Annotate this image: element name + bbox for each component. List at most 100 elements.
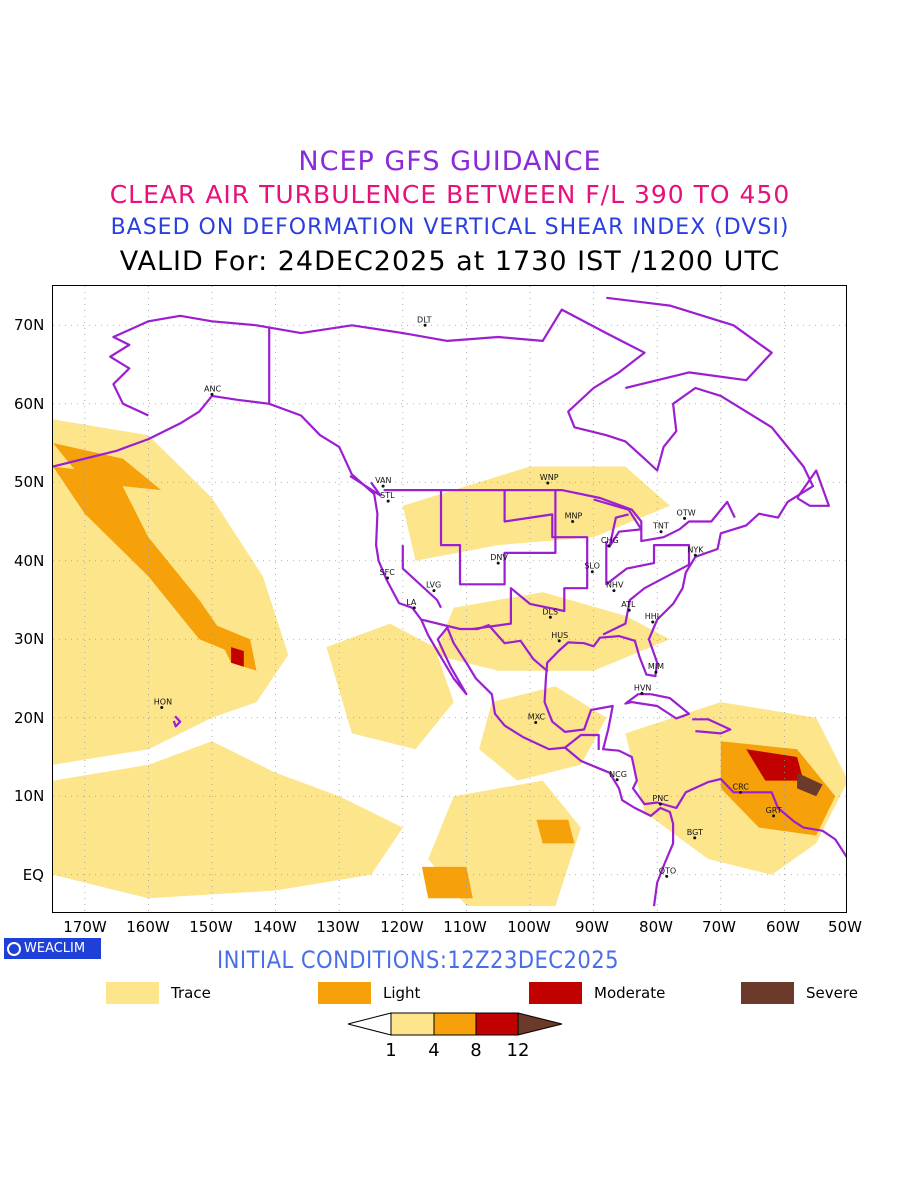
city-label-mim: MIM — [648, 662, 664, 671]
turbulence-fields — [53, 419, 846, 907]
city-label-chg: CHG — [601, 536, 619, 545]
lon-label-110w: 110W — [443, 918, 487, 936]
lon-label-70w: 70W — [702, 918, 736, 936]
city-label-ncg: NCG — [609, 770, 627, 779]
lon-label-50w: 50W — [828, 918, 862, 936]
city-dot-atl — [627, 608, 631, 612]
city-dot-hhi — [651, 620, 655, 624]
city-dot-nyk — [693, 553, 697, 557]
city-label-van: VAN — [375, 476, 391, 485]
city-label-atl: ATL — [621, 600, 636, 609]
border-mexico-guatemala — [564, 733, 600, 750]
city-dot-dnv — [496, 561, 500, 565]
legend-swatch-severe — [741, 982, 794, 1004]
city-label-mxc: MXC — [528, 712, 546, 721]
city-dot-la — [412, 606, 416, 610]
colorbar-light — [433, 1012, 477, 1036]
coast-pacific — [53, 394, 675, 907]
light-region-eq-pacific — [536, 819, 575, 844]
city-dot-dlt — [423, 323, 427, 327]
trace-region-central-pacific — [53, 741, 403, 899]
coast-newfoundland — [796, 469, 830, 507]
colorbar-level-1: 1 — [385, 1040, 397, 1061]
light-region-pacific-jet — [53, 466, 238, 655]
city-label-lvg: LVG — [426, 581, 441, 590]
weaclim-badge: WEACLIM — [4, 938, 101, 959]
title-line1: NCEP GFS GUIDANCE — [298, 146, 602, 177]
city-label-wnp: WNP — [540, 473, 559, 482]
lat-label-50n: 50N — [14, 473, 45, 491]
border-us-canada — [383, 489, 736, 543]
city-label-hhi: HHI — [645, 612, 659, 621]
city-label-mnp: MNP — [565, 512, 583, 521]
city-dot-pnc — [658, 802, 662, 806]
city-label-la: LA — [406, 598, 417, 607]
coast-atlantic — [109, 308, 846, 858]
city-dot-otw — [683, 516, 687, 520]
weaclim-label: WEACLIM — [24, 941, 86, 956]
lat-label-30n: 30N — [14, 630, 45, 648]
map-canvas: DLT ANC VAN STL WNP MNP OTW TNT CHG NYK SFC LVG DNV S… — [53, 286, 846, 912]
coastlines — [53, 296, 846, 907]
lon-label-170w: 170W — [63, 918, 107, 936]
lon-label-120w: 120W — [380, 918, 424, 936]
city-label-crc: CRC — [733, 782, 750, 791]
city-dot-anc — [210, 392, 214, 396]
city-dot-van — [381, 484, 385, 488]
light-region-pacific-core — [212, 623, 257, 671]
city-dot-wnp — [546, 481, 550, 485]
lat-label-10n: 10N — [14, 787, 45, 805]
legend-label-trace: Trace — [171, 984, 211, 1002]
colorbar-moderate — [475, 1012, 519, 1036]
legend-swatch-trace — [106, 982, 159, 1004]
city-label-grt: GRT — [766, 806, 782, 815]
coast-hawaii — [172, 715, 182, 728]
colorbar — [347, 1012, 563, 1036]
lat-label-40n: 40N — [14, 552, 45, 570]
state-lines-nevada — [401, 545, 442, 609]
coast-cuba — [624, 693, 691, 720]
city-label-hvn: HVN — [634, 683, 651, 692]
city-dot-qto — [665, 874, 669, 878]
city-markers: DLT ANC VAN STL WNP MNP OTW TNT CHG NYK SFC LVG DNV S… — [154, 315, 782, 878]
coast-great-lakes — [593, 498, 643, 548]
legend-label-light: Light — [383, 984, 421, 1002]
lat-label-60n: 60N — [14, 395, 45, 413]
lon-label-130w: 130W — [316, 918, 360, 936]
city-label-slo: SLO — [584, 562, 600, 571]
graticule — [53, 286, 846, 912]
title-line2: CLEAR AIR TURBULENCE BETWEEN F/L 390 TO … — [109, 180, 791, 209]
colorbar-trace — [390, 1012, 435, 1036]
colorbar-level-12: 12 — [506, 1040, 530, 1061]
city-label-pnc: PNC — [652, 794, 669, 803]
trace-region-northern-plains — [402, 466, 670, 561]
city-dot-crc — [739, 790, 743, 794]
trace-region-mexico — [479, 686, 607, 781]
city-label-otw: OTW — [677, 508, 696, 517]
legend-label-moderate: Moderate — [594, 984, 666, 1002]
state-lines-east — [602, 541, 691, 636]
city-dot-ncg — [615, 778, 619, 782]
colorbar-level-8: 8 — [470, 1040, 482, 1061]
city-label-hus: HUS — [551, 631, 568, 640]
city-dot-lvg — [432, 589, 436, 593]
lat-label-20n: 20N — [14, 709, 45, 727]
city-dot-hvn — [640, 691, 644, 695]
light-region-aleutians — [53, 443, 162, 491]
colorbar-severe — [517, 1012, 563, 1036]
lon-label-100w: 100W — [507, 918, 551, 936]
title-line3: BASED ON DEFORMATION VERTICAL SHEAR INDE… — [110, 215, 790, 240]
border-us-mexico — [420, 618, 549, 673]
turbulence-map: DLT ANC VAN STL WNP MNP OTW TNT CHG NYK SFC LVG DNV S… — [52, 285, 847, 913]
trace-region-south-us — [434, 592, 670, 671]
light-region-galapagos — [421, 866, 473, 899]
colorbar-under — [347, 1012, 392, 1036]
city-dot-dls — [548, 615, 552, 619]
moderate-region-pacific — [231, 647, 244, 667]
city-label-dnv: DNV — [490, 553, 508, 562]
city-dot-hus — [557, 639, 561, 643]
coast-vancouver-island — [349, 475, 382, 497]
lon-label-140w: 140W — [253, 918, 297, 936]
city-label-sfc: SFC — [380, 568, 396, 577]
city-label-qto: QTO — [659, 866, 676, 875]
